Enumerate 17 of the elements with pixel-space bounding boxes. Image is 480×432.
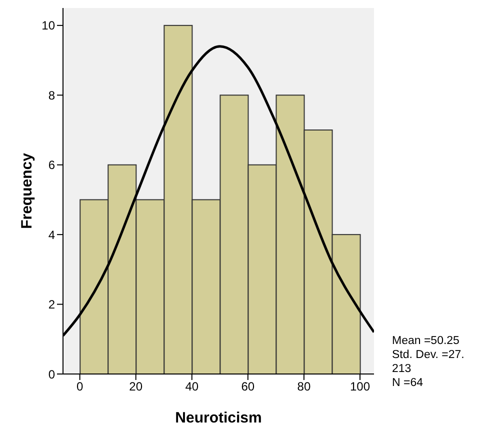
y-tick-label: 2	[48, 298, 56, 312]
x-tick-label: 40	[185, 380, 199, 394]
y-tick-label: 0	[48, 367, 56, 382]
y-tick-label: 6	[48, 158, 56, 172]
text: N =64	[392, 376, 424, 390]
x-tick-label: 100	[350, 380, 370, 394]
text: Std. Dev. =27.213	[392, 348, 466, 376]
y-tick-label: 8	[48, 88, 56, 102]
x-tick-label: 60	[241, 380, 255, 394]
x-axis-title: Neuroticism	[175, 410, 262, 427]
y-tick-label: 4	[48, 228, 56, 242]
text: Mean =50.25	[392, 334, 460, 348]
y-tick-label: 10	[42, 18, 56, 33]
x-tick-label: 80	[297, 380, 311, 394]
x-tick-label: 0	[76, 380, 84, 394]
x-tick-label: 20	[129, 380, 143, 394]
y-axis-title: Frequency	[18, 152, 36, 229]
